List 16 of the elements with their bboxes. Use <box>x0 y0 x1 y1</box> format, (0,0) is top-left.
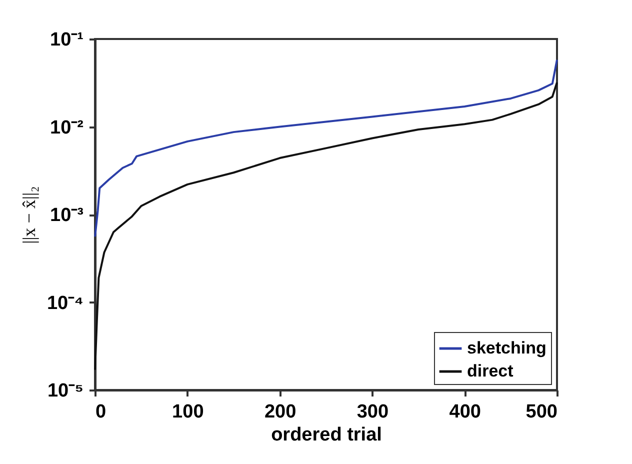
x-tick-label: 200 <box>264 402 296 422</box>
x-axis-title: ordered trial <box>271 424 382 446</box>
y-tick-label: 10⁻² <box>50 117 84 138</box>
line-series <box>94 58 558 238</box>
y-tick-label: 10⁻³ <box>50 205 84 226</box>
x-tick-label: 0 <box>96 402 106 422</box>
x-tick-label: 400 <box>449 402 481 422</box>
x-tick-label: 100 <box>172 402 204 422</box>
y-tick-label: 10⁻⁵ <box>47 380 84 402</box>
x-tick-label: 500 <box>526 402 558 422</box>
y-axis-title: ||x − x̂||₂ <box>18 186 39 244</box>
x-tick-label: 300 <box>356 402 389 422</box>
y-tick-label: 10⁻⁴ <box>46 292 84 314</box>
legend-label: direct <box>467 362 514 380</box>
y-tick-label: 10⁻¹ <box>50 30 84 50</box>
legend-label: sketching <box>467 338 546 358</box>
